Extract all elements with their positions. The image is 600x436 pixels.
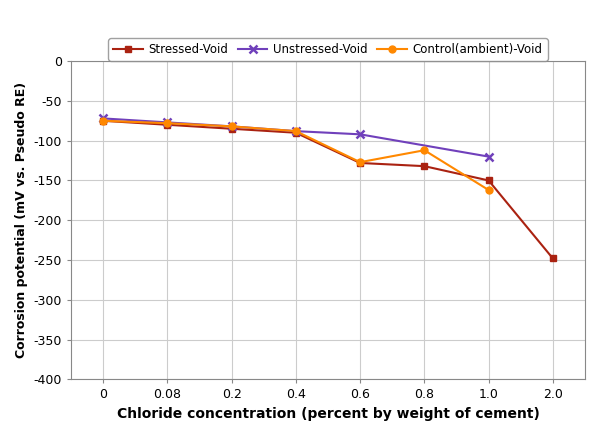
Control(ambient)-Void (485, 187, 492, 193)
Control(ambient)-Void (164, 121, 171, 126)
Unstressed-Void (100, 116, 107, 121)
Unstressed-Void (356, 132, 364, 137)
Unstressed-Void (485, 154, 492, 159)
Stressed-Void (228, 126, 235, 131)
Stressed-Void (421, 164, 428, 169)
Stressed-Void (164, 122, 171, 127)
Y-axis label: Corrosion potential (mV vs. Pseudo RE): Corrosion potential (mV vs. Pseudo RE) (15, 82, 28, 358)
Stressed-Void (356, 160, 364, 166)
Line: Control(ambient)-Void: Control(ambient)-Void (100, 117, 492, 194)
Control(ambient)-Void (228, 124, 235, 129)
Stressed-Void (100, 118, 107, 123)
Line: Stressed-Void: Stressed-Void (100, 117, 556, 262)
Stressed-Void (292, 130, 299, 135)
X-axis label: Chloride concentration (percent by weight of cement): Chloride concentration (percent by weigh… (116, 407, 539, 421)
Unstressed-Void (228, 124, 235, 129)
Unstressed-Void (164, 120, 171, 125)
Line: Unstressed-Void: Unstressed-Void (99, 114, 493, 161)
Stressed-Void (485, 178, 492, 183)
Stressed-Void (549, 256, 556, 261)
Legend: Stressed-Void, Unstressed-Void, Control(ambient)-Void: Stressed-Void, Unstressed-Void, Control(… (109, 38, 548, 61)
Control(ambient)-Void (421, 148, 428, 153)
Unstressed-Void (292, 129, 299, 134)
Control(ambient)-Void (356, 160, 364, 165)
Control(ambient)-Void (100, 118, 107, 123)
Control(ambient)-Void (292, 129, 299, 134)
